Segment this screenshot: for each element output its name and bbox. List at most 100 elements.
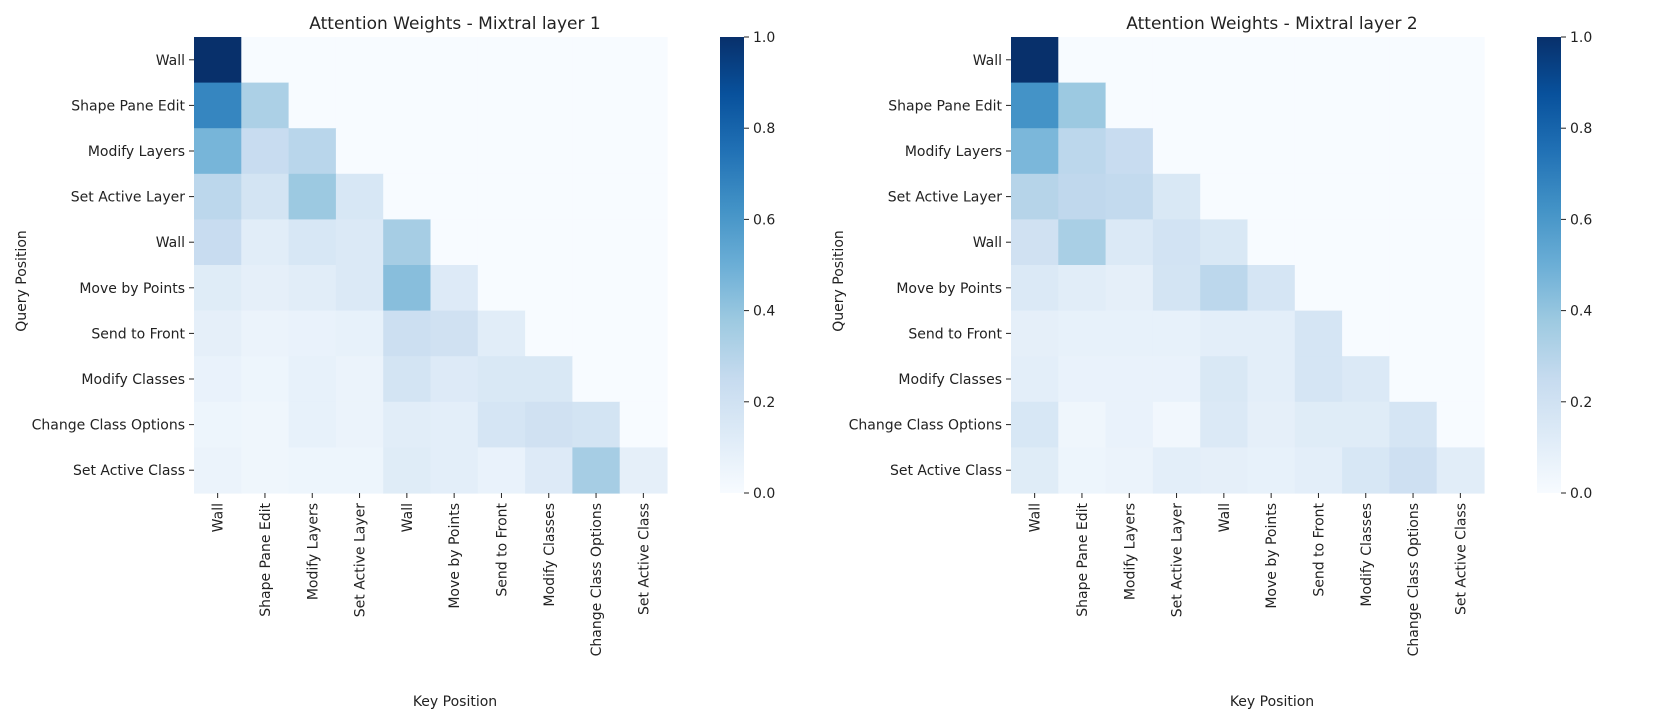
heatmap-cell <box>1436 82 1485 129</box>
heatmap-cell <box>1152 82 1201 129</box>
heatmap-cell <box>1105 82 1154 129</box>
heatmap-cell <box>1247 82 1296 129</box>
x-tick-label: Wall <box>1028 503 1044 532</box>
heatmap-cell <box>288 310 337 357</box>
heatmap-cell <box>1152 265 1201 312</box>
heatmap-cell <box>241 310 290 357</box>
heatmap-cell <box>1436 447 1485 494</box>
heatmap-cell <box>194 401 242 448</box>
heatmap-cell <box>1389 310 1438 357</box>
y-tick-label: Send to Front <box>908 326 1002 342</box>
y-tick-label: Set Active Layer <box>71 190 185 206</box>
x-tick-label: Shape Pane Edit <box>258 502 274 616</box>
heatmap-cell <box>1058 173 1107 220</box>
heatmap-cell <box>1058 447 1107 494</box>
y-tick-label: Wall <box>156 53 185 69</box>
colorbar-tick-label: 0.4 <box>1570 304 1592 320</box>
heatmap-cell <box>572 173 621 220</box>
heatmap-cell <box>572 401 621 448</box>
heatmap-cell <box>525 128 573 175</box>
heatmap-cell <box>477 37 526 84</box>
heatmap-cell <box>1342 128 1390 175</box>
heatmap-cell <box>1011 128 1059 175</box>
heatmap-cell <box>1294 310 1343 357</box>
heatmap-cell <box>1389 356 1438 403</box>
heatmap-cell <box>430 219 479 266</box>
heatmap-cell <box>619 356 668 403</box>
x-tick-label: Set Active Class <box>636 503 652 615</box>
heatmap-cell <box>1342 310 1390 357</box>
y-tick-label: Modify Classes <box>898 372 1002 388</box>
heatmap-cell <box>1294 401 1343 448</box>
heatmap-cell <box>335 356 384 403</box>
heatmap-cell <box>1294 265 1343 312</box>
heatmap-cell <box>1152 37 1201 84</box>
y-tick-labels: Wall Shape Pane Edit Modify Layers Set Acti… <box>849 53 1011 479</box>
heatmap-cell <box>1294 447 1343 494</box>
heatmap-cell <box>430 82 479 129</box>
heatmap-cell <box>1200 219 1249 266</box>
heatmap-cell <box>477 401 526 448</box>
heatmap-cell <box>572 447 621 494</box>
heatmap-cell <box>1152 401 1201 448</box>
heatmap-cell <box>1058 128 1107 175</box>
heatmap-cell <box>1342 447 1390 494</box>
x-tick-label: Wall <box>1217 503 1233 532</box>
y-tick-label: Modify Layers <box>88 144 185 160</box>
colorbar-tick-label: 0.2 <box>753 395 775 411</box>
heatmap-cell <box>525 447 573 494</box>
heatmap-cell <box>1247 128 1296 175</box>
x-tick-label: Shape Pane Edit <box>1075 502 1091 616</box>
heatmap-cell <box>572 128 621 175</box>
heatmap-cell <box>1152 310 1201 357</box>
heatmap-cell <box>1247 37 1296 84</box>
y-tick-label: Shape Pane Edit <box>888 98 1002 114</box>
heatmap-cell <box>1058 219 1107 266</box>
heatmap-cell <box>1058 265 1107 312</box>
heatmap-cell <box>383 37 432 84</box>
heatmap-cell <box>619 265 668 312</box>
heatmap-cell <box>288 128 337 175</box>
heatmap-cell <box>383 219 432 266</box>
y-tick-label: Modify Layers <box>905 144 1002 160</box>
heatmap-cell <box>335 310 384 357</box>
heatmap-cell <box>1105 173 1154 220</box>
heatmap-cell <box>194 447 242 494</box>
heatmap-cell <box>1152 219 1201 266</box>
heatmap-cell <box>572 265 621 312</box>
heatmap-cell <box>1200 447 1249 494</box>
heatmap-cell <box>477 128 526 175</box>
y-tick-label: Move by Points <box>79 281 185 297</box>
x-tick-label: Modify Layers <box>1122 503 1138 600</box>
heatmap-cell <box>288 447 337 494</box>
y-tick-label: Wall <box>156 235 185 251</box>
heatmap-cell <box>194 356 242 403</box>
heatmap-cell <box>383 265 432 312</box>
heatmap-cell <box>572 356 621 403</box>
colorbar-tick-label: 0.6 <box>753 212 775 228</box>
heatmap-cell <box>1105 265 1154 312</box>
heatmap-cell <box>383 310 432 357</box>
heatmap-cell <box>194 219 242 266</box>
colorbar-tick-label: 0.8 <box>753 121 775 137</box>
heatmap-cell <box>1389 37 1438 84</box>
heatmap-cell <box>1436 401 1485 448</box>
heatmap-cell <box>383 173 432 220</box>
y-tick-labels: Wall Shape Pane Edit Modify Layers Set Acti… <box>32 53 194 479</box>
heatmap-cell <box>335 128 384 175</box>
heatmap-cell <box>241 82 290 129</box>
x-tick-label: Change Class Options <box>1406 503 1422 656</box>
heatmap-cell <box>430 173 479 220</box>
heatmap-cell <box>1058 310 1107 357</box>
heatmap-cell <box>1152 356 1201 403</box>
y-tick-label: Send to Front <box>91 326 185 342</box>
heatmap-cell <box>1200 173 1249 220</box>
heatmap-cell <box>619 128 668 175</box>
colorbar-tick-label: 0.8 <box>1570 121 1592 137</box>
heatmap-cell <box>619 401 668 448</box>
heatmap-cell <box>525 37 573 84</box>
heatmap-cell <box>619 173 668 220</box>
heatmap-cell <box>430 128 479 175</box>
x-tick-label: Send to Front <box>494 502 510 596</box>
heatmap-cell <box>525 401 573 448</box>
